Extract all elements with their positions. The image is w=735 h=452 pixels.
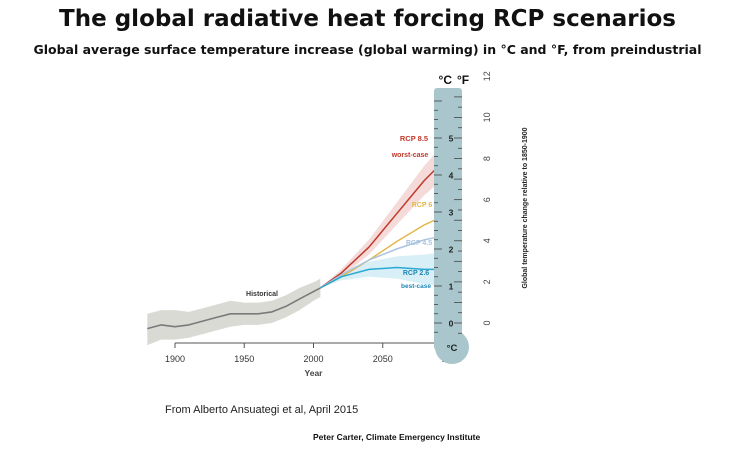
celsius-tick-label: 5 (449, 134, 454, 144)
x-tick-label: 2050 (373, 354, 393, 364)
rcp26-spread (320, 250, 452, 288)
fahrenheit-tick-label: 0 (482, 320, 492, 325)
series-line-rcp-4-5 (320, 233, 453, 289)
x-tick-label: 1900 (165, 354, 185, 364)
fahrenheit-tick-label: 10 (482, 112, 492, 122)
celsius-tick-label: 4 (449, 171, 454, 181)
historical-uncertainty-band (147, 278, 321, 346)
thermometer-bulb (435, 330, 469, 364)
series-line-rcp-2-6 (320, 266, 452, 289)
series-line-historical (147, 287, 321, 330)
label-rcp26-sub: best-case (401, 283, 431, 290)
label-rcp6: RCP 6 (412, 202, 433, 209)
celsius-tick-label: 1 (449, 282, 454, 292)
fahrenheit-tick-label: 2 (482, 279, 492, 284)
x-tick-label: 1950 (234, 354, 254, 364)
chart-title: The global radiative heat forcing RCP sc… (59, 6, 676, 32)
source-credit: From Alberto Ansuategi et al, April 2015 (165, 404, 359, 416)
celsius-tick-label: 2 (449, 245, 454, 255)
fahrenheit-tick-label: 12 (482, 71, 492, 81)
x-tick-label: 2000 (303, 354, 323, 364)
fahrenheit-tick-label: 8 (482, 156, 492, 161)
author-credit: Peter Carter, Climate Emergency Institut… (313, 432, 481, 442)
x-axis-title: Year (305, 368, 324, 378)
celsius-tick-label: 3 (449, 208, 454, 218)
y-axis-title: Global temperature change relative to 18… (522, 127, 529, 288)
label-rcp45: RCP 4.5 (406, 240, 432, 247)
label-rcp85: RCP 8.5 (400, 134, 428, 143)
fahrenheit-tick-label: 6 (482, 197, 492, 202)
fahrenheit-header: °F (457, 73, 469, 87)
celsius-header: °C (439, 73, 453, 87)
label-historical: Historical (246, 291, 278, 298)
celsius-tick-label: 0 (449, 319, 454, 329)
series-line-rcp-8-5 (319, 152, 453, 289)
thermometer-tube (434, 88, 462, 350)
label-rcp26: RCP 2.6 (403, 270, 429, 277)
fahrenheit-tick-label: 4 (482, 238, 492, 243)
chart-subtitle: Global average surface temperature incre… (33, 42, 702, 57)
thermometer-bulb-label: °C (447, 343, 458, 354)
label-rcp85-sub: worst-case (391, 152, 429, 159)
